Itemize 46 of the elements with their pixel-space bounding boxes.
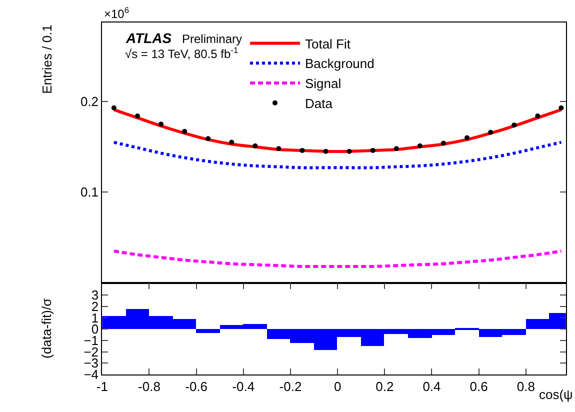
point bbox=[229, 140, 234, 145]
point bbox=[111, 105, 116, 110]
point bbox=[206, 136, 211, 142]
y-tick-label: 0.2 bbox=[80, 94, 99, 110]
x-tick-label: 0.2 bbox=[376, 379, 394, 394]
point bbox=[440, 140, 446, 146]
x-tick-label: -1 bbox=[96, 379, 108, 394]
point bbox=[535, 113, 540, 118]
point bbox=[464, 135, 470, 140]
x-tick-label: 0 bbox=[334, 379, 342, 394]
point bbox=[252, 143, 258, 148]
point bbox=[558, 105, 564, 110]
point bbox=[276, 146, 282, 152]
line-series bbox=[112, 250, 563, 268]
bar bbox=[196, 328, 220, 333]
x-tick-label: -0.6 bbox=[185, 379, 208, 394]
annotation: Preliminary bbox=[182, 32, 242, 46]
point bbox=[323, 148, 328, 154]
point bbox=[346, 148, 352, 154]
point bbox=[134, 113, 140, 118]
x-tick-label: -0.8 bbox=[138, 379, 160, 394]
line-series bbox=[112, 140, 563, 170]
point bbox=[370, 148, 376, 153]
x-tick-label: -0.4 bbox=[232, 379, 255, 394]
y-axis-title: (data-fit)/σ bbox=[39, 298, 54, 358]
x-tick-label: 0.6 bbox=[470, 379, 488, 394]
point bbox=[182, 128, 188, 134]
point bbox=[417, 143, 422, 148]
x-tick-label: -0.2 bbox=[279, 379, 302, 394]
legend-label: Data bbox=[304, 96, 334, 111]
x-tick-label: 0.4 bbox=[422, 379, 441, 394]
point bbox=[512, 122, 517, 128]
annotation: ATLAS bbox=[125, 30, 172, 46]
point bbox=[488, 130, 494, 135]
legend-label: Total Fit bbox=[304, 36, 351, 52]
legend-label: Signal bbox=[304, 76, 342, 92]
x-tick-label: 0.8 bbox=[516, 379, 535, 394]
point bbox=[300, 148, 305, 153]
text: ×10$^{6}$ bbox=[104, 5, 130, 22]
point bbox=[394, 146, 399, 152]
y-tick-label: 0.1 bbox=[80, 184, 99, 200]
legend-label: Background bbox=[304, 56, 374, 72]
annotation: √s = 13 TeV, 80.5 fb$^{-1}$ bbox=[125, 45, 238, 62]
y-axis-title: Entries / 0.1 bbox=[40, 24, 55, 94]
x-axis-title: cos(ψ bbox=[539, 387, 573, 402]
point bbox=[158, 122, 164, 127]
